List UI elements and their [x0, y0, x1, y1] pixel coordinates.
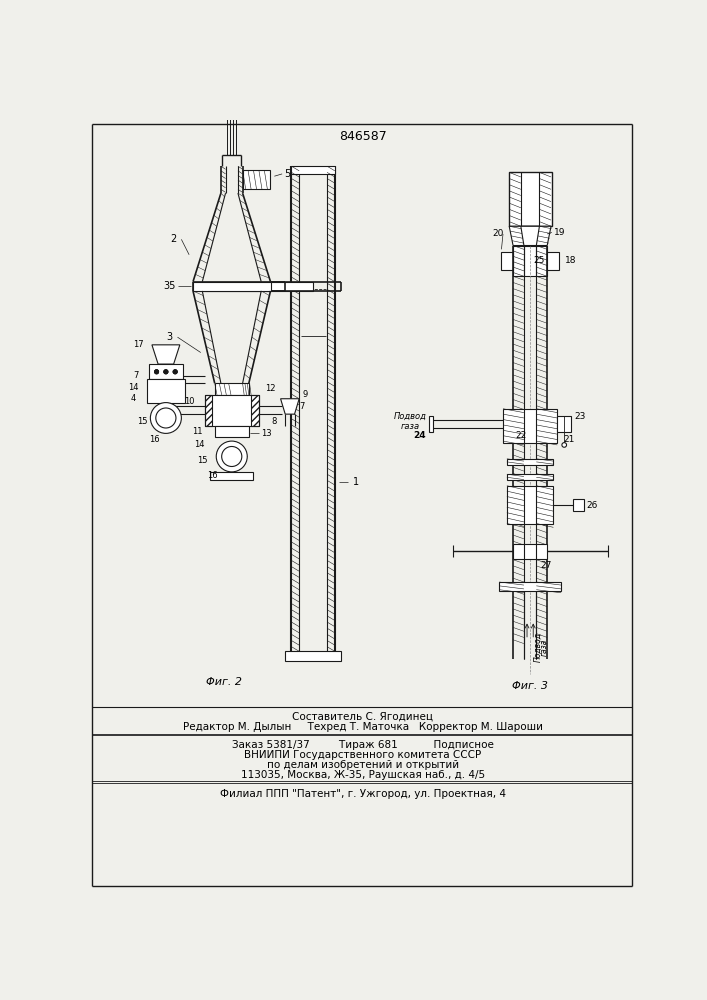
- Text: 17: 17: [134, 340, 144, 349]
- Circle shape: [222, 446, 242, 466]
- Bar: [215, 426, 249, 437]
- Text: 25: 25: [534, 256, 545, 265]
- Text: 8: 8: [271, 417, 277, 426]
- Bar: [513, 246, 547, 276]
- Circle shape: [173, 370, 177, 374]
- Text: 26: 26: [586, 500, 598, 510]
- Circle shape: [164, 370, 168, 374]
- Text: 14: 14: [128, 383, 139, 392]
- Bar: [204, 395, 212, 426]
- Text: Φиг. 3: Φиг. 3: [512, 681, 548, 691]
- Text: 846587: 846587: [339, 130, 387, 143]
- Circle shape: [156, 408, 176, 428]
- Bar: [573, 499, 585, 511]
- Text: газа: газа: [539, 639, 549, 656]
- Circle shape: [164, 370, 168, 374]
- Text: 12: 12: [265, 384, 276, 393]
- Bar: [146, 379, 185, 403]
- Text: 24: 24: [413, 431, 426, 440]
- Bar: [507, 459, 554, 465]
- Bar: [243, 170, 270, 189]
- Text: 15: 15: [137, 417, 148, 426]
- Bar: [251, 395, 259, 426]
- Text: Φиг. 2: Φиг. 2: [206, 677, 242, 687]
- Text: 7: 7: [299, 402, 304, 411]
- Text: Подвод: Подвод: [394, 412, 426, 421]
- Bar: [507, 486, 554, 524]
- Text: 11: 11: [192, 427, 202, 436]
- Text: Составитель С. Ягодинец: Составитель С. Ягодинец: [292, 712, 433, 722]
- Text: 20: 20: [492, 229, 503, 238]
- Polygon shape: [524, 413, 537, 428]
- Text: 15: 15: [197, 456, 208, 465]
- Circle shape: [151, 403, 182, 433]
- Text: 13: 13: [262, 429, 272, 438]
- Text: 18: 18: [565, 256, 576, 265]
- Text: 9: 9: [303, 390, 308, 399]
- Text: 35: 35: [163, 281, 176, 291]
- Bar: [557, 416, 571, 432]
- Text: 3: 3: [167, 332, 173, 342]
- Text: Редактор М. Дылын     Техред Т. Маточка   Корректор М. Шароши: Редактор М. Дылын Техред Т. Маточка Корр…: [182, 722, 543, 732]
- Bar: [149, 364, 183, 379]
- Text: 19: 19: [554, 228, 566, 237]
- Text: Филиал ППП "Патент", г. Ужгород, ул. Проектная, 4: Филиал ППП "Патент", г. Ужгород, ул. Про…: [220, 789, 506, 799]
- Text: 21: 21: [563, 435, 575, 444]
- Polygon shape: [509, 226, 551, 246]
- Text: по делам изобретений и открытий: по делам изобретений и открытий: [267, 760, 459, 770]
- Text: 7: 7: [134, 371, 139, 380]
- Text: 22: 22: [515, 431, 527, 440]
- Text: газа: газа: [400, 422, 419, 431]
- Bar: [547, 252, 559, 270]
- Bar: [428, 416, 433, 432]
- Circle shape: [155, 370, 158, 374]
- Circle shape: [173, 370, 177, 374]
- Text: 16: 16: [207, 471, 218, 480]
- Text: 27: 27: [540, 561, 551, 570]
- Bar: [507, 474, 554, 480]
- Circle shape: [164, 370, 168, 374]
- Text: 10: 10: [184, 397, 194, 406]
- Circle shape: [155, 370, 158, 374]
- Circle shape: [216, 441, 247, 472]
- Text: 113035, Москва, Ж-35, Раушская наб., д. 4/5: 113035, Москва, Ж-35, Раушская наб., д. …: [240, 770, 485, 780]
- Text: Подвод: Подвод: [533, 632, 542, 662]
- Text: 4: 4: [131, 394, 136, 403]
- Bar: [513, 544, 547, 559]
- Bar: [503, 409, 557, 443]
- Text: 5: 5: [284, 169, 291, 179]
- Polygon shape: [281, 399, 299, 414]
- Text: 14: 14: [194, 440, 204, 449]
- Bar: [291, 166, 335, 174]
- Text: 16: 16: [149, 435, 160, 444]
- Circle shape: [173, 370, 177, 374]
- Bar: [204, 395, 259, 426]
- Text: 2: 2: [170, 234, 177, 244]
- Polygon shape: [152, 345, 180, 364]
- Bar: [210, 472, 253, 480]
- Bar: [501, 252, 513, 270]
- Circle shape: [562, 443, 566, 447]
- Bar: [285, 651, 341, 661]
- Text: 23: 23: [575, 412, 586, 421]
- Bar: [193, 282, 271, 291]
- Bar: [215, 383, 249, 395]
- Text: 1: 1: [353, 477, 359, 487]
- Bar: [499, 582, 561, 591]
- Circle shape: [155, 370, 158, 374]
- Bar: [509, 172, 552, 226]
- Polygon shape: [521, 226, 539, 246]
- Text: Заказ 5381/37         Тираж 681           Подписное: Заказ 5381/37 Тираж 681 Подписное: [232, 740, 493, 750]
- Bar: [204, 282, 313, 291]
- Text: ВНИИПИ Государственного комитета СССР: ВНИИПИ Государственного комитета СССР: [244, 750, 481, 760]
